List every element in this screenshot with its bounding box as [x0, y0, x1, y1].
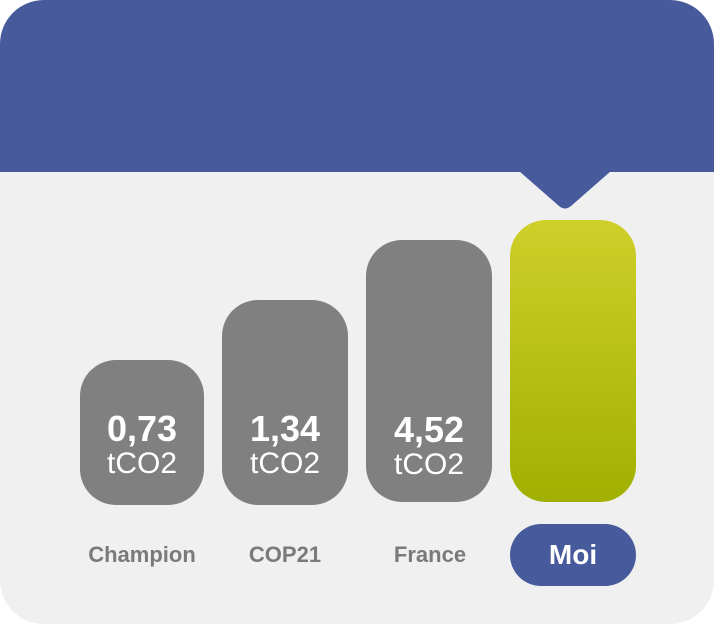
- header-pointer: [519, 171, 611, 209]
- header-banner: [0, 0, 714, 172]
- value-label-france: 4,52: [393, 409, 465, 450]
- category-label-champion: Champion: [88, 542, 196, 567]
- bar-champion: 0,73 tCO2: [80, 360, 204, 505]
- value-label-cop21: 1,34: [249, 408, 321, 449]
- category-pill-moi[interactable]: Moi: [510, 524, 636, 586]
- value-label-champion: 0,73: [106, 408, 178, 449]
- category-label-cop21: COP21: [248, 542, 322, 567]
- category-label-france: France: [393, 542, 467, 567]
- unit-label-cop21: tCO2: [249, 447, 321, 480]
- unit-label-champion: tCO2: [106, 447, 178, 480]
- unit-label-france: tCO2: [393, 448, 465, 481]
- bar-france: 4,52 tCO2: [366, 240, 492, 502]
- bar-cop21: 1,34 tCO2: [222, 300, 348, 505]
- bar-moi: [510, 220, 636, 502]
